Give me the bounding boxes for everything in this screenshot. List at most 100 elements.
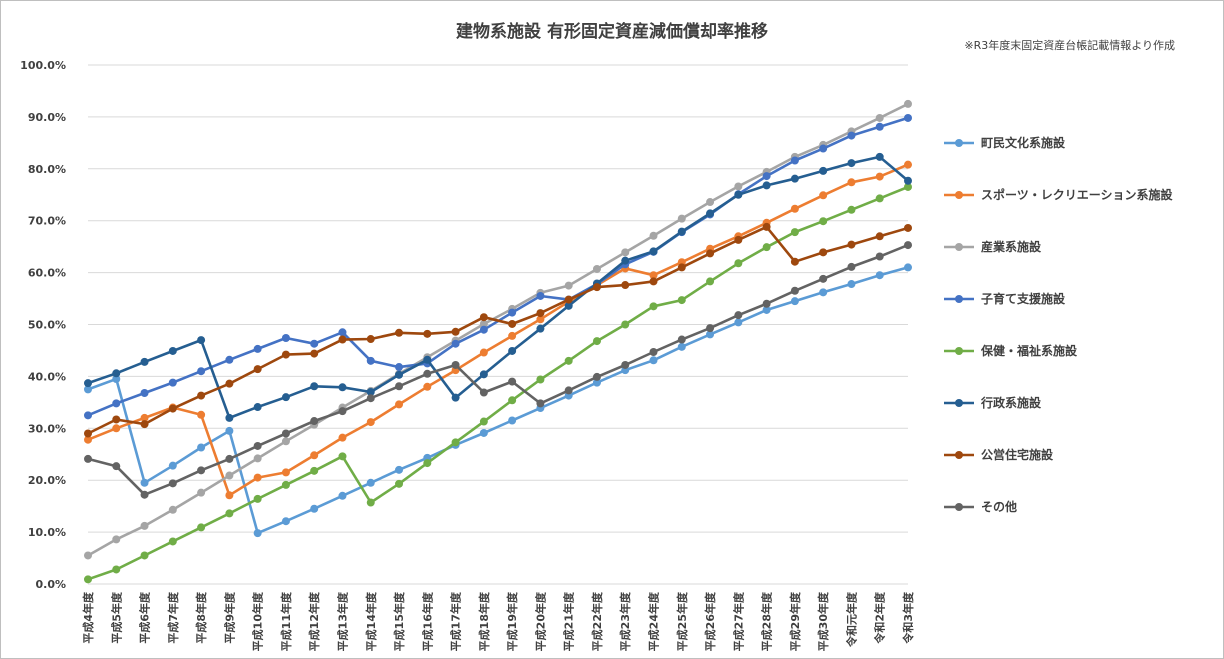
data-point: [819, 217, 828, 226]
data-point: [395, 465, 404, 474]
legend-item: 公営住宅施設: [944, 447, 1054, 462]
data-point: [621, 281, 630, 290]
data-point: [140, 551, 149, 560]
data-point: [112, 369, 121, 378]
y-tick-label: 10.0%: [28, 526, 66, 539]
chart-title: 建物系施設 有形固定資産減価償却率推移: [456, 21, 768, 42]
data-point: [734, 318, 743, 327]
data-point: [451, 393, 460, 402]
data-point: [84, 379, 92, 388]
data-point: [395, 382, 404, 391]
data-point: [677, 335, 686, 344]
data-point: [168, 378, 177, 387]
data-point: [819, 144, 828, 153]
data-point: [281, 393, 290, 402]
data-point: [875, 194, 884, 203]
legend-item: その他: [944, 499, 1017, 514]
data-point: [395, 400, 404, 409]
data-point: [310, 504, 319, 513]
data-point: [112, 424, 121, 433]
x-tick-label: 平成22年度: [590, 591, 604, 651]
data-point: [479, 428, 488, 437]
data-point: [140, 389, 149, 398]
data-point: [875, 252, 884, 261]
x-tick-label: 平成25年度: [675, 591, 689, 651]
data-point: [479, 417, 488, 426]
data-point: [197, 523, 206, 532]
data-point: [451, 327, 460, 336]
data-point: [706, 330, 715, 339]
legend-marker: [955, 243, 963, 251]
data-point: [677, 342, 686, 351]
data-point: [225, 379, 234, 388]
legend-label: スポーツ・レクリエーション系施設: [981, 187, 1174, 202]
data-point: [338, 383, 347, 392]
data-point: [84, 429, 92, 438]
data-point: [847, 205, 856, 214]
data-point: [592, 264, 601, 273]
data-point: [904, 176, 912, 185]
x-axis-ticks: 平成4年度 平成5年度 平成6年度 平成7年度 平成8年度 平成9年度 平成10年度 平成11…: [81, 591, 915, 651]
legend-label: 保健・福祉系施設: [980, 343, 1078, 358]
legend-label: 町民文化系施設: [981, 135, 1066, 150]
data-point: [253, 441, 262, 450]
legend-marker: [955, 503, 963, 511]
data-point: [508, 308, 517, 317]
data-point: [536, 309, 545, 318]
data-point: [564, 386, 573, 395]
data-point: [734, 311, 743, 320]
y-tick-label: 80.0%: [28, 163, 66, 176]
data-point: [875, 172, 884, 181]
x-tick-label: 平成27年度: [731, 591, 745, 651]
data-point: [225, 355, 234, 364]
y-tick-label: 50.0%: [28, 319, 66, 332]
data-point: [592, 378, 601, 387]
data-point: [310, 417, 319, 426]
data-point: [536, 315, 545, 324]
data-point: [790, 257, 799, 266]
data-point: [112, 399, 121, 408]
data-point: [479, 348, 488, 357]
x-tick-label: 平成9年度: [222, 591, 236, 644]
series-line: [87, 155, 909, 420]
data-point: [592, 283, 601, 292]
data-point: [366, 335, 375, 344]
data-point: [649, 247, 658, 256]
data-point: [706, 249, 715, 258]
data-point: [253, 403, 262, 412]
legend-marker: [955, 139, 963, 147]
data-point: [395, 328, 404, 337]
data-point: [338, 328, 347, 337]
data-point: [140, 478, 149, 487]
data-point: [84, 385, 92, 394]
data-point: [479, 319, 488, 328]
data-point: [168, 537, 177, 546]
data-point: [479, 325, 488, 334]
data-point: [253, 344, 262, 353]
legend-label: その他: [981, 499, 1017, 514]
series-4: [84, 182, 912, 584]
data-point: [536, 399, 545, 408]
data-point: [904, 113, 912, 122]
data-point: [762, 305, 771, 314]
data-point: [253, 365, 262, 374]
data-point: [140, 413, 149, 422]
data-point: [621, 256, 630, 265]
data-point: [621, 320, 630, 329]
data-point: [649, 302, 658, 311]
x-tick-label: 平成19年度: [505, 591, 519, 651]
data-point: [225, 454, 234, 463]
series-line: [87, 225, 909, 435]
data-point: [197, 410, 206, 419]
x-tick-label: 平成18年度: [477, 591, 491, 651]
x-tick-label: 平成12年度: [307, 591, 321, 651]
series-line: [87, 266, 909, 535]
data-point: [875, 122, 884, 131]
data-point: [592, 337, 601, 346]
legend-marker: [955, 347, 963, 355]
data-point: [508, 377, 517, 386]
x-tick-label: 平成8年度: [194, 591, 208, 644]
data-point: [706, 277, 715, 286]
data-point: [423, 355, 432, 364]
